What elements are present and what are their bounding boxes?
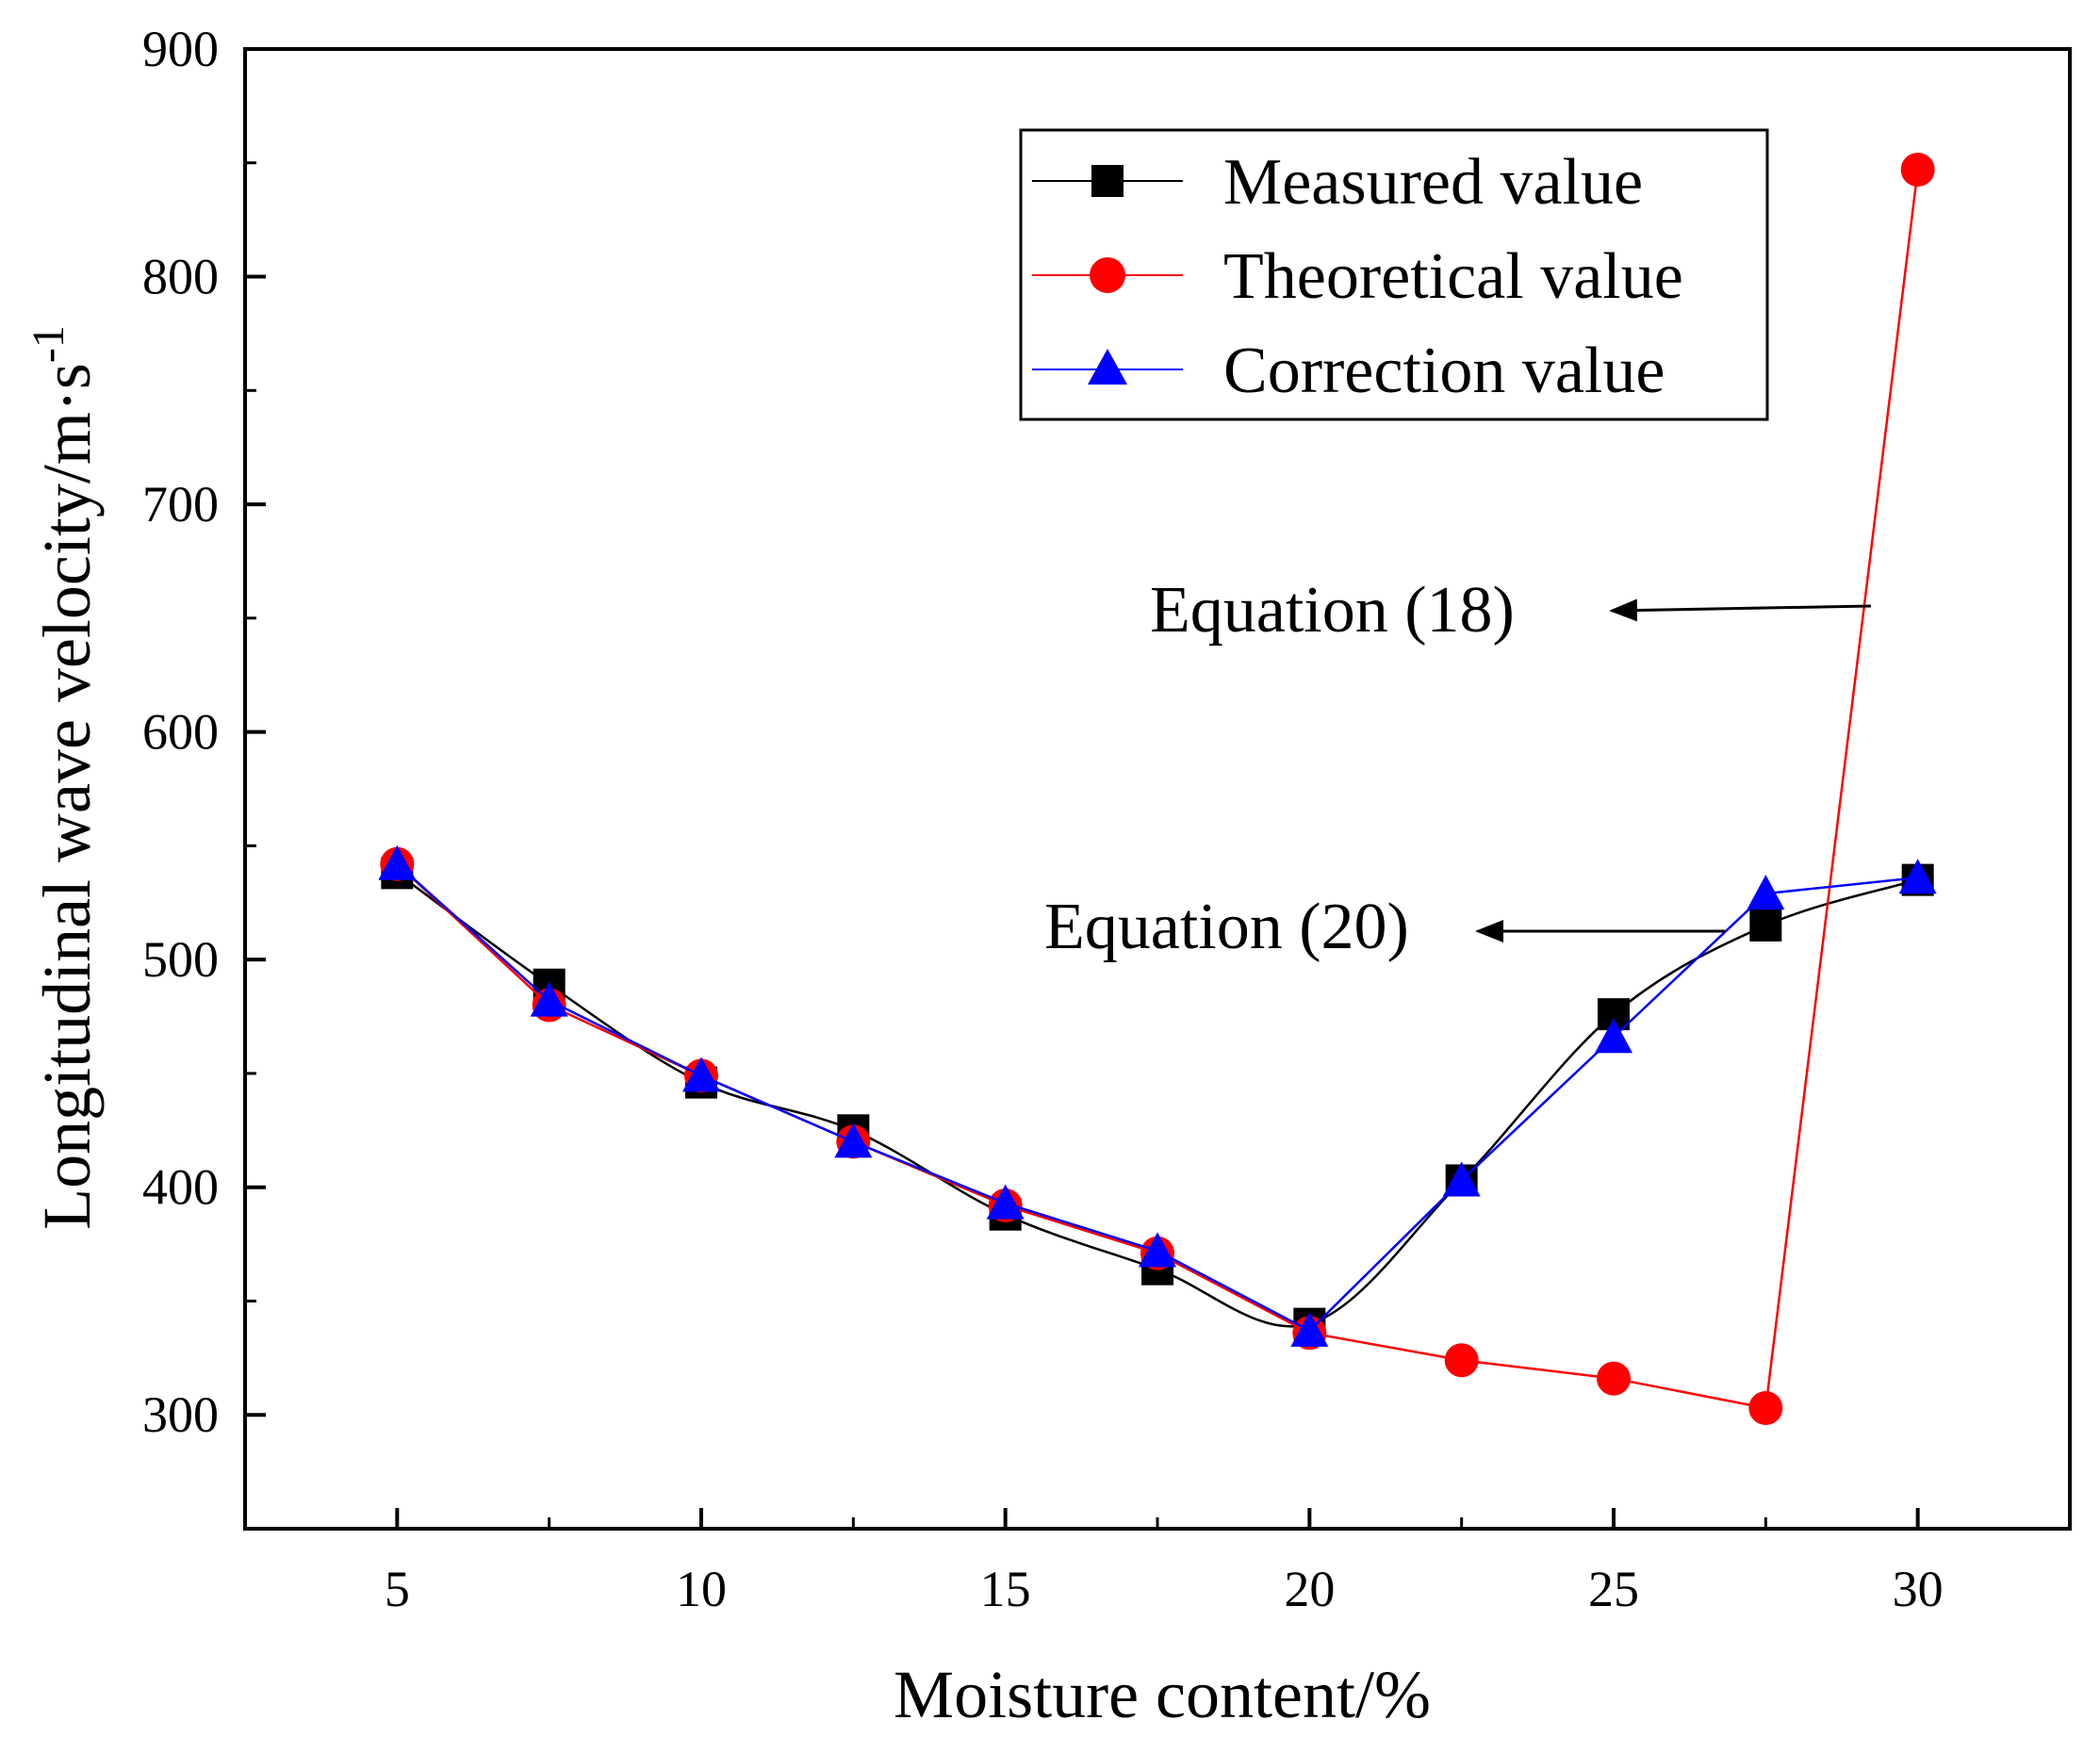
x-tick-label: 30 [1893, 1561, 1944, 1617]
legend-marker-correction [1088, 349, 1127, 385]
data-point-correction [834, 1122, 873, 1158]
annotation-equation-20-label: Equation (20) [1044, 891, 1409, 963]
y-axis-title-superscript: -1 [24, 325, 74, 363]
y-tick-label: 300 [142, 1386, 219, 1443]
y-tick-label: 500 [142, 931, 219, 988]
data-point-correction [1747, 875, 1785, 910]
svg-text:Longitudinal wave velocity/m·s: Longitudinal wave velocity/m·s-1 [24, 325, 105, 1230]
x-tick-label: 20 [1284, 1561, 1335, 1617]
annotation-equation-20: Equation (20) [1044, 891, 1725, 963]
data-point-correction [1595, 1018, 1632, 1054]
x-tick-label: 15 [980, 1561, 1031, 1617]
series-correction [378, 844, 1937, 1347]
x-tick-label: 25 [1588, 1561, 1639, 1617]
data-point-correction [378, 844, 417, 880]
legend-marker-measured [1091, 165, 1124, 197]
data-point-correction [1442, 1161, 1481, 1197]
legend-marker-theoretical [1090, 257, 1125, 293]
y-tick-label: 900 [142, 21, 219, 77]
data-point-correction [530, 981, 568, 1017]
annotation-equation-18-arrow [1609, 598, 1872, 622]
annotation-equation-18: Equation (18) [1150, 574, 1872, 647]
y-tick-label: 700 [142, 476, 219, 533]
y-tick-label: 800 [142, 249, 219, 305]
y-axis-title-main: Longitudinal wave velocity/m·s [29, 363, 105, 1230]
data-point-theoretical [1900, 153, 1935, 188]
data-point-theoretical [1444, 1343, 1479, 1378]
annotation-equation-18-label: Equation (18) [1150, 574, 1515, 647]
x-tick-label: 10 [676, 1561, 727, 1617]
x-axis-title: Moisture content/% [894, 1657, 1431, 1732]
data-point-correction [1898, 859, 1937, 894]
data-point-theoretical [1748, 1390, 1783, 1425]
legend-label-measured: Measured value [1223, 146, 1643, 219]
data-point-correction [1290, 1311, 1329, 1347]
legend: Measured value Theoretical value Correct… [1019, 128, 1769, 421]
x-tick-label: 5 [385, 1561, 410, 1617]
y-axis-title: Longitudinal wave velocity/m·s-1 [24, 325, 105, 1230]
legend-label-theoretical: Theoretical value [1223, 240, 1683, 313]
y-tick-label: 600 [142, 704, 219, 761]
legend-label-correction: Correction value [1223, 335, 1665, 407]
data-point-correction [1139, 1232, 1176, 1268]
data-point-correction [682, 1057, 720, 1092]
y-tick-label: 400 [142, 1159, 219, 1216]
data-point-measured [1749, 909, 1782, 942]
data-point-theoretical [1597, 1361, 1631, 1396]
data-point-correction [986, 1184, 1025, 1220]
